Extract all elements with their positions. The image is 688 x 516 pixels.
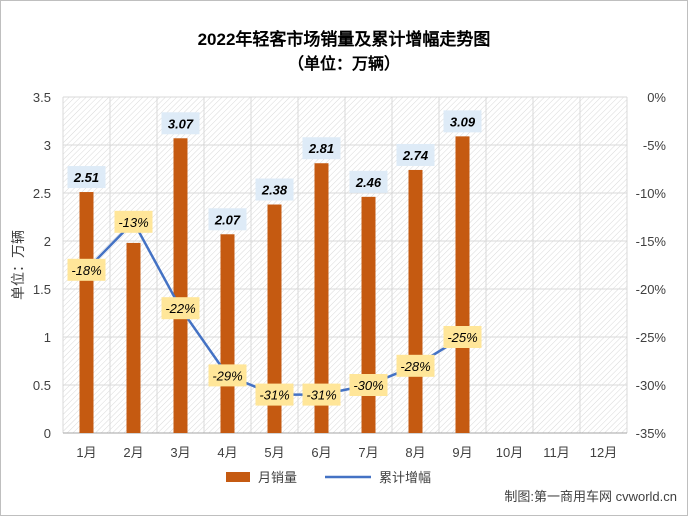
x-tick-label: 4月 (217, 445, 237, 460)
x-tick-label: 9月 (452, 445, 472, 460)
y-axis-left-ticks: 0 0.5 1 1.5 2 2.5 3 3.5 (33, 90, 51, 441)
bar-label-box (396, 143, 435, 166)
line-label-box (255, 383, 294, 406)
bar-label-box (349, 170, 388, 193)
y-left-tick-label: 0.5 (33, 378, 51, 393)
y-axis-right-ticks: 0% -5% -10% -15% -20% -25% -30% -35% (636, 90, 667, 441)
x-tick-label: 3月 (170, 445, 190, 460)
line-label-box (208, 364, 247, 387)
bar (126, 242, 141, 433)
bar (220, 234, 235, 433)
bar-data-labels: 2.51 3.07 2.07 2.38 2.81 2.46 2.74 3.09 (67, 110, 482, 231)
x-tick-label: 6月 (311, 445, 331, 460)
x-tick-label: 1月 (76, 445, 96, 460)
y-left-tick-label: 3 (44, 138, 51, 153)
source-note: 制图:第一商用车网 cvworld.cn (504, 489, 677, 504)
bar (267, 204, 282, 433)
y-left-tick-label: 3.5 (33, 90, 51, 105)
y-right-tick-label: -25% (636, 330, 667, 345)
line-data-label: -28% (400, 359, 430, 374)
bar-data-label: 3.07 (168, 116, 194, 131)
y-left-tick-label: 0 (44, 426, 51, 441)
bar (455, 136, 470, 434)
bar-data-label: 2.38 (261, 183, 288, 198)
bar-label-box (302, 137, 341, 160)
x-tick-label: 11月 (543, 445, 570, 460)
x-tick-label: 8月 (405, 445, 425, 460)
bar-label-box (255, 178, 294, 201)
y-right-tick-label: -10% (636, 186, 667, 201)
line-label-box (396, 354, 435, 377)
bar-label-box (443, 110, 482, 133)
line-label-box (161, 297, 200, 320)
line-label-box (302, 383, 341, 406)
y-right-tick-label: -35% (636, 426, 667, 441)
line-label-box (349, 374, 388, 396)
x-tick-label: 7月 (358, 445, 378, 460)
bar (79, 192, 94, 433)
chart-title: 2022年轻客市场销量及累计增幅走势图 (198, 29, 491, 49)
line-data-label: -18% (71, 263, 101, 278)
legend-label-monthly: 月销量 (258, 470, 297, 485)
y-right-tick-label: -15% (636, 234, 667, 249)
line-data-label: -31% (306, 388, 336, 403)
bar-data-label: 2.81 (308, 141, 334, 156)
line-data-label: -30% (353, 378, 383, 393)
bar-label-box (67, 166, 106, 189)
line-data-label: -29% (212, 368, 242, 383)
x-tick-label: 10月 (496, 445, 523, 460)
y-right-tick-label: -5% (643, 138, 667, 153)
bar-data-label: 2.51 (73, 170, 99, 185)
bar (173, 138, 188, 433)
y-left-tick-label: 1 (44, 330, 51, 345)
line-label-box (114, 210, 153, 233)
y-left-tick-label: 2 (44, 234, 51, 249)
line-data-label: -31% (259, 388, 289, 403)
line-data-label: -25% (447, 330, 477, 345)
legend-swatch-monthly (226, 472, 250, 482)
chart-subtitle: （单位：万辆） (288, 54, 400, 73)
y-left-tick-label: 1.5 (33, 282, 51, 297)
bar (314, 163, 329, 434)
line-data-label: -22% (165, 301, 195, 316)
y-right-tick-label: -20% (636, 282, 667, 297)
bar (361, 196, 376, 433)
bar-data-label: 2.07 (214, 212, 241, 227)
bar-label-box (208, 208, 247, 231)
legend-label-cumulative: 累计增幅 (379, 470, 431, 485)
y-axis-label: 单位：万辆 (10, 230, 26, 300)
line-data-labels: -18% -13% -22% -29% -31% -31% -30% -28% -25% (67, 210, 482, 406)
y-left-tick-label: 2.5 (33, 186, 51, 201)
y-right-tick-label: -30% (636, 378, 667, 393)
bar-data-label: 3.09 (450, 114, 476, 129)
legend: 月销量 累计增幅 (226, 470, 431, 485)
bar-label-box (161, 112, 200, 135)
x-tick-label: 5月 (264, 445, 284, 460)
y-right-tick-label: 0% (647, 90, 666, 105)
x-tick-label: 2月 (123, 445, 143, 460)
x-tick-label: 12月 (590, 445, 617, 460)
x-axis-ticks: 1月 2月 3月 4月 5月 6月 7月 8月 9月 10月 11月 12月 (76, 445, 617, 460)
bar-data-label: 2.46 (355, 175, 382, 190)
bar (408, 169, 423, 433)
line-label-box (443, 326, 482, 348)
line-label-box (67, 258, 106, 281)
line-data-label: -13% (118, 215, 148, 230)
bar-data-label: 2.74 (402, 148, 429, 163)
